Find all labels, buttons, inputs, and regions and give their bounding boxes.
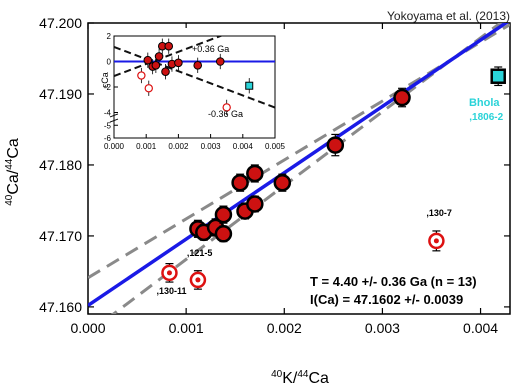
inset-x-tick-label: 0.000 xyxy=(104,142,125,151)
data-point-filled xyxy=(393,88,411,107)
inset-x-tick-label: 0.004 xyxy=(233,142,254,151)
x-label-base1: K/ xyxy=(282,370,298,385)
y-label-base2: Ca xyxy=(5,138,22,159)
inset-y-tick-label: -5 xyxy=(104,121,112,130)
inset-content: 0.000 0.001 0.002 0.003 0.004 0.005 2 0 -2 -4 -5 -6 xyxy=(104,32,286,151)
x-axis-label: 40K/44Ca xyxy=(271,369,329,385)
y-tick-label: 47.180 xyxy=(39,157,82,173)
data-point-open-center xyxy=(433,238,439,244)
data-points xyxy=(161,66,506,290)
data-point-filled xyxy=(214,225,233,243)
fit-lines xyxy=(88,23,510,314)
x-tick-label: 0.003 xyxy=(365,320,400,336)
inset-point-bhola xyxy=(245,81,254,90)
data-point-open-center xyxy=(195,277,201,283)
inset-lower-envelope xyxy=(114,46,275,109)
annotation-line2: I(Ca) = 47.1602 +/- 0.0039 xyxy=(310,292,463,307)
y-axis-label: 40Ca/44Ca xyxy=(4,138,22,206)
inset-point-filled xyxy=(154,52,164,61)
inset-x-tick-label: 0.002 xyxy=(168,142,189,151)
y-tick-label: 47.170 xyxy=(39,228,82,244)
y-tick-label: 47.190 xyxy=(39,86,82,102)
bhola-label: Bhola xyxy=(469,97,500,109)
inset-upper-label: +0.36 Ga xyxy=(192,44,229,54)
data-point-filled xyxy=(246,195,264,213)
point-label: ,121-5 xyxy=(187,248,213,258)
data-point-filled xyxy=(273,173,292,192)
inset-point-open xyxy=(144,84,153,93)
inset-y-tick-label: -2 xyxy=(104,83,112,92)
point-label: ,130-7 xyxy=(426,208,452,218)
inset-point-open xyxy=(222,103,231,112)
inset-y-label: εCa xyxy=(100,72,110,88)
inset-plot: 0.000 0.001 0.002 0.003 0.004 0.005 2 0 -2 -4 -5 -6… xyxy=(99,28,286,151)
inset-y-tick-label: -6 xyxy=(104,134,112,143)
y-axis-ticks: 47.160 47.170 47.180 47.190 47.200 xyxy=(39,15,510,315)
inset-axis-break xyxy=(109,113,119,123)
x-label-sup1: 40 xyxy=(271,369,283,380)
y-label-sup2: 44 xyxy=(4,158,15,170)
inset-x-tick-label: 0.005 xyxy=(265,142,286,151)
data-point-bhola xyxy=(490,68,506,84)
point-label: ,130-11 xyxy=(156,286,186,296)
annotation-line1: T = 4.40 +/- 0.36 Ga (n = 13) xyxy=(310,274,477,289)
inset-point-filled xyxy=(151,61,161,70)
y-label-base1: Ca/ xyxy=(5,169,22,194)
data-point-filled xyxy=(246,164,264,183)
inset-point-filled xyxy=(164,41,174,51)
inset-lower-label: -0.36 Ga xyxy=(208,109,243,119)
inset-x-tick-label: 0.001 xyxy=(136,142,157,151)
inset-x-tick-label: 0.003 xyxy=(201,142,222,151)
data-point-filled xyxy=(326,136,345,154)
inset-upper-envelope xyxy=(114,36,224,77)
x-axis-ticks: 0.000 0.001 0.002 0.003 0.004 xyxy=(70,23,498,336)
inset-point-filled xyxy=(174,58,183,68)
x-tick-label: 0.002 xyxy=(267,320,302,336)
isochron-fit-line xyxy=(88,23,509,307)
data-point-filled xyxy=(231,173,249,192)
inset-y-tick-label: 0 xyxy=(107,58,112,67)
data-point-open-center xyxy=(166,270,172,276)
y-tick-label: 47.200 xyxy=(39,15,82,31)
point-labels: ,130-11 ,121-5 ,130-7 Bhola ,1806-2 xyxy=(156,97,503,296)
x-label-base2: Ca xyxy=(308,370,329,385)
inset-point-filled xyxy=(143,55,153,65)
envelope-upper-line xyxy=(88,23,510,280)
inset-point-open xyxy=(137,71,146,80)
x-tick-label: 0.001 xyxy=(169,320,204,336)
y-label-sup1: 40 xyxy=(4,194,15,206)
inset-point-filled xyxy=(193,61,203,70)
x-label-sup2: 44 xyxy=(297,369,309,380)
plot-frame xyxy=(87,22,511,315)
inset-y-tick-label: 2 xyxy=(107,32,112,41)
x-tick-label: 0.000 xyxy=(70,320,105,336)
source-note: Yokoyama et al. (2013) xyxy=(387,9,510,23)
x-tick-label: 0.004 xyxy=(463,320,498,336)
inset-point-filled xyxy=(161,67,170,76)
bhola-sample-label: ,1806-2 xyxy=(469,112,503,123)
inset-point-filled xyxy=(215,57,225,66)
inset-y-tick-label: -4 xyxy=(104,109,112,118)
data-point-filled xyxy=(214,205,233,224)
y-tick-label: 47.160 xyxy=(39,299,82,315)
